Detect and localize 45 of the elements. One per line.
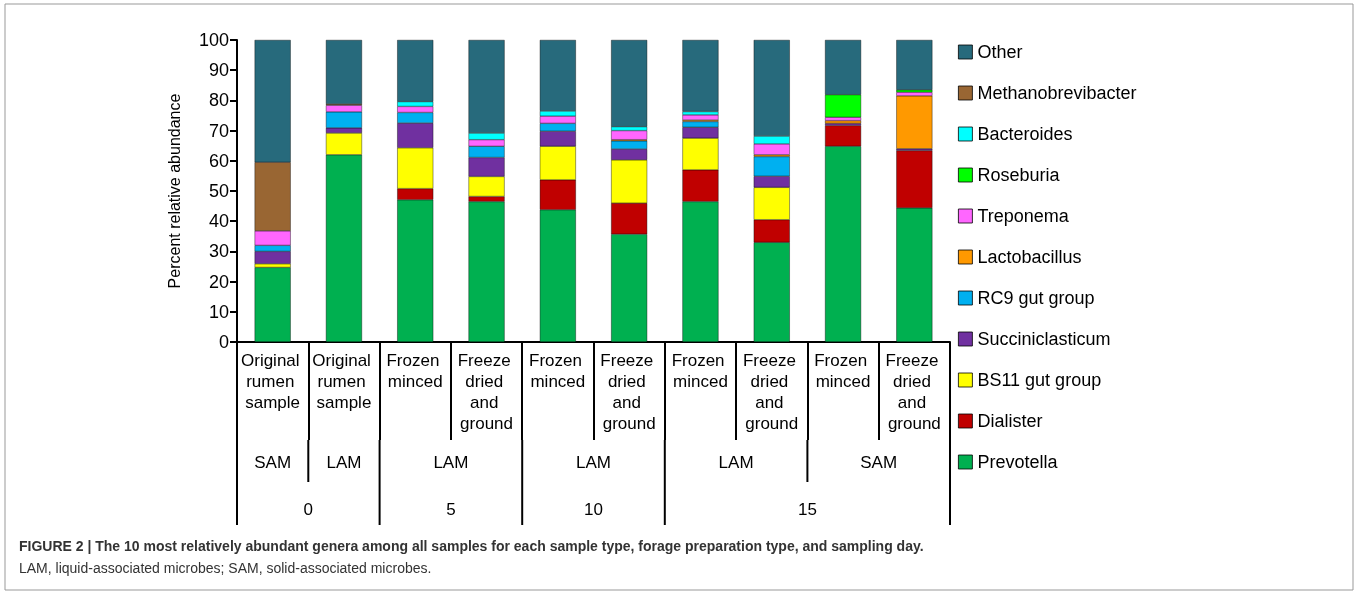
- text: LAM: [433, 452, 469, 472]
- y-axis-title: Percent relative abundance: [165, 93, 183, 289]
- text: LAM: [576, 452, 611, 472]
- legend-label: Prevotella: [977, 452, 1059, 472]
- text: 15: [797, 499, 817, 519]
- y-tick-label: 60: [208, 150, 229, 171]
- x-tick-label: Frozen minced: [529, 351, 587, 391]
- text: LAM: [326, 452, 362, 472]
- legend-label: Treponema: [977, 206, 1070, 226]
- x-tick-label: Original rumen sample: [312, 351, 376, 412]
- text: FIGURE 2 | The 10 most relatively abundant genera among all samples for each sample type, forage preparation type, and sampling day.: [19, 538, 924, 554]
- text: 0: [303, 499, 314, 519]
- text: LAM: [718, 452, 754, 472]
- legend-label: Other: [977, 42, 1023, 62]
- x-tick-label: Frozen minced: [814, 351, 872, 391]
- x-tick-label: Freeze dried and ground: [600, 351, 658, 433]
- x-tick-label: Frozen minced: [671, 351, 730, 391]
- text: SAM: [860, 452, 898, 472]
- x-tick-label: Freeze dried and ground: [457, 351, 516, 433]
- y-tick-label: 100: [198, 30, 229, 50]
- y-tick-label: 10: [208, 301, 229, 322]
- y-tick-label: 0: [218, 332, 229, 352]
- y-tick-label: 40: [208, 211, 229, 232]
- y-tick-label: 80: [208, 90, 229, 111]
- x-tick-label: Freeze dried and ground: [885, 351, 944, 433]
- y-tick-label: 30: [208, 241, 229, 262]
- x-tick-label: Frozen minced: [386, 351, 445, 391]
- x-tick-label: Original rumen sample: [240, 351, 305, 412]
- y-tick-label: 90: [208, 60, 229, 81]
- y-tick-label: 70: [208, 120, 229, 141]
- y-tick-label: 20: [208, 271, 229, 292]
- legend-label: Roseburia: [977, 165, 1061, 185]
- legend-label: Succiniclasticum: [977, 329, 1111, 349]
- y-tick-label: 50: [208, 181, 229, 201]
- legend-label: Methanobrevibacter: [977, 83, 1137, 103]
- legend-label: BS11 gut group: [977, 370, 1102, 390]
- text: LAM, liquid-associated microbes; SAM, solid-associated microbes.: [19, 560, 432, 576]
- text: 10: [584, 499, 603, 519]
- text: 5: [446, 499, 456, 519]
- x-tick-label: Freeze dried and ground: [742, 351, 801, 433]
- legend-label: Lactobacillus: [977, 247, 1082, 267]
- legend-label: RC9 gut group: [977, 288, 1095, 308]
- text: SAM: [254, 452, 292, 472]
- legend-label: Dialister: [977, 411, 1043, 431]
- legend-label: Bacteroides: [977, 124, 1073, 144]
